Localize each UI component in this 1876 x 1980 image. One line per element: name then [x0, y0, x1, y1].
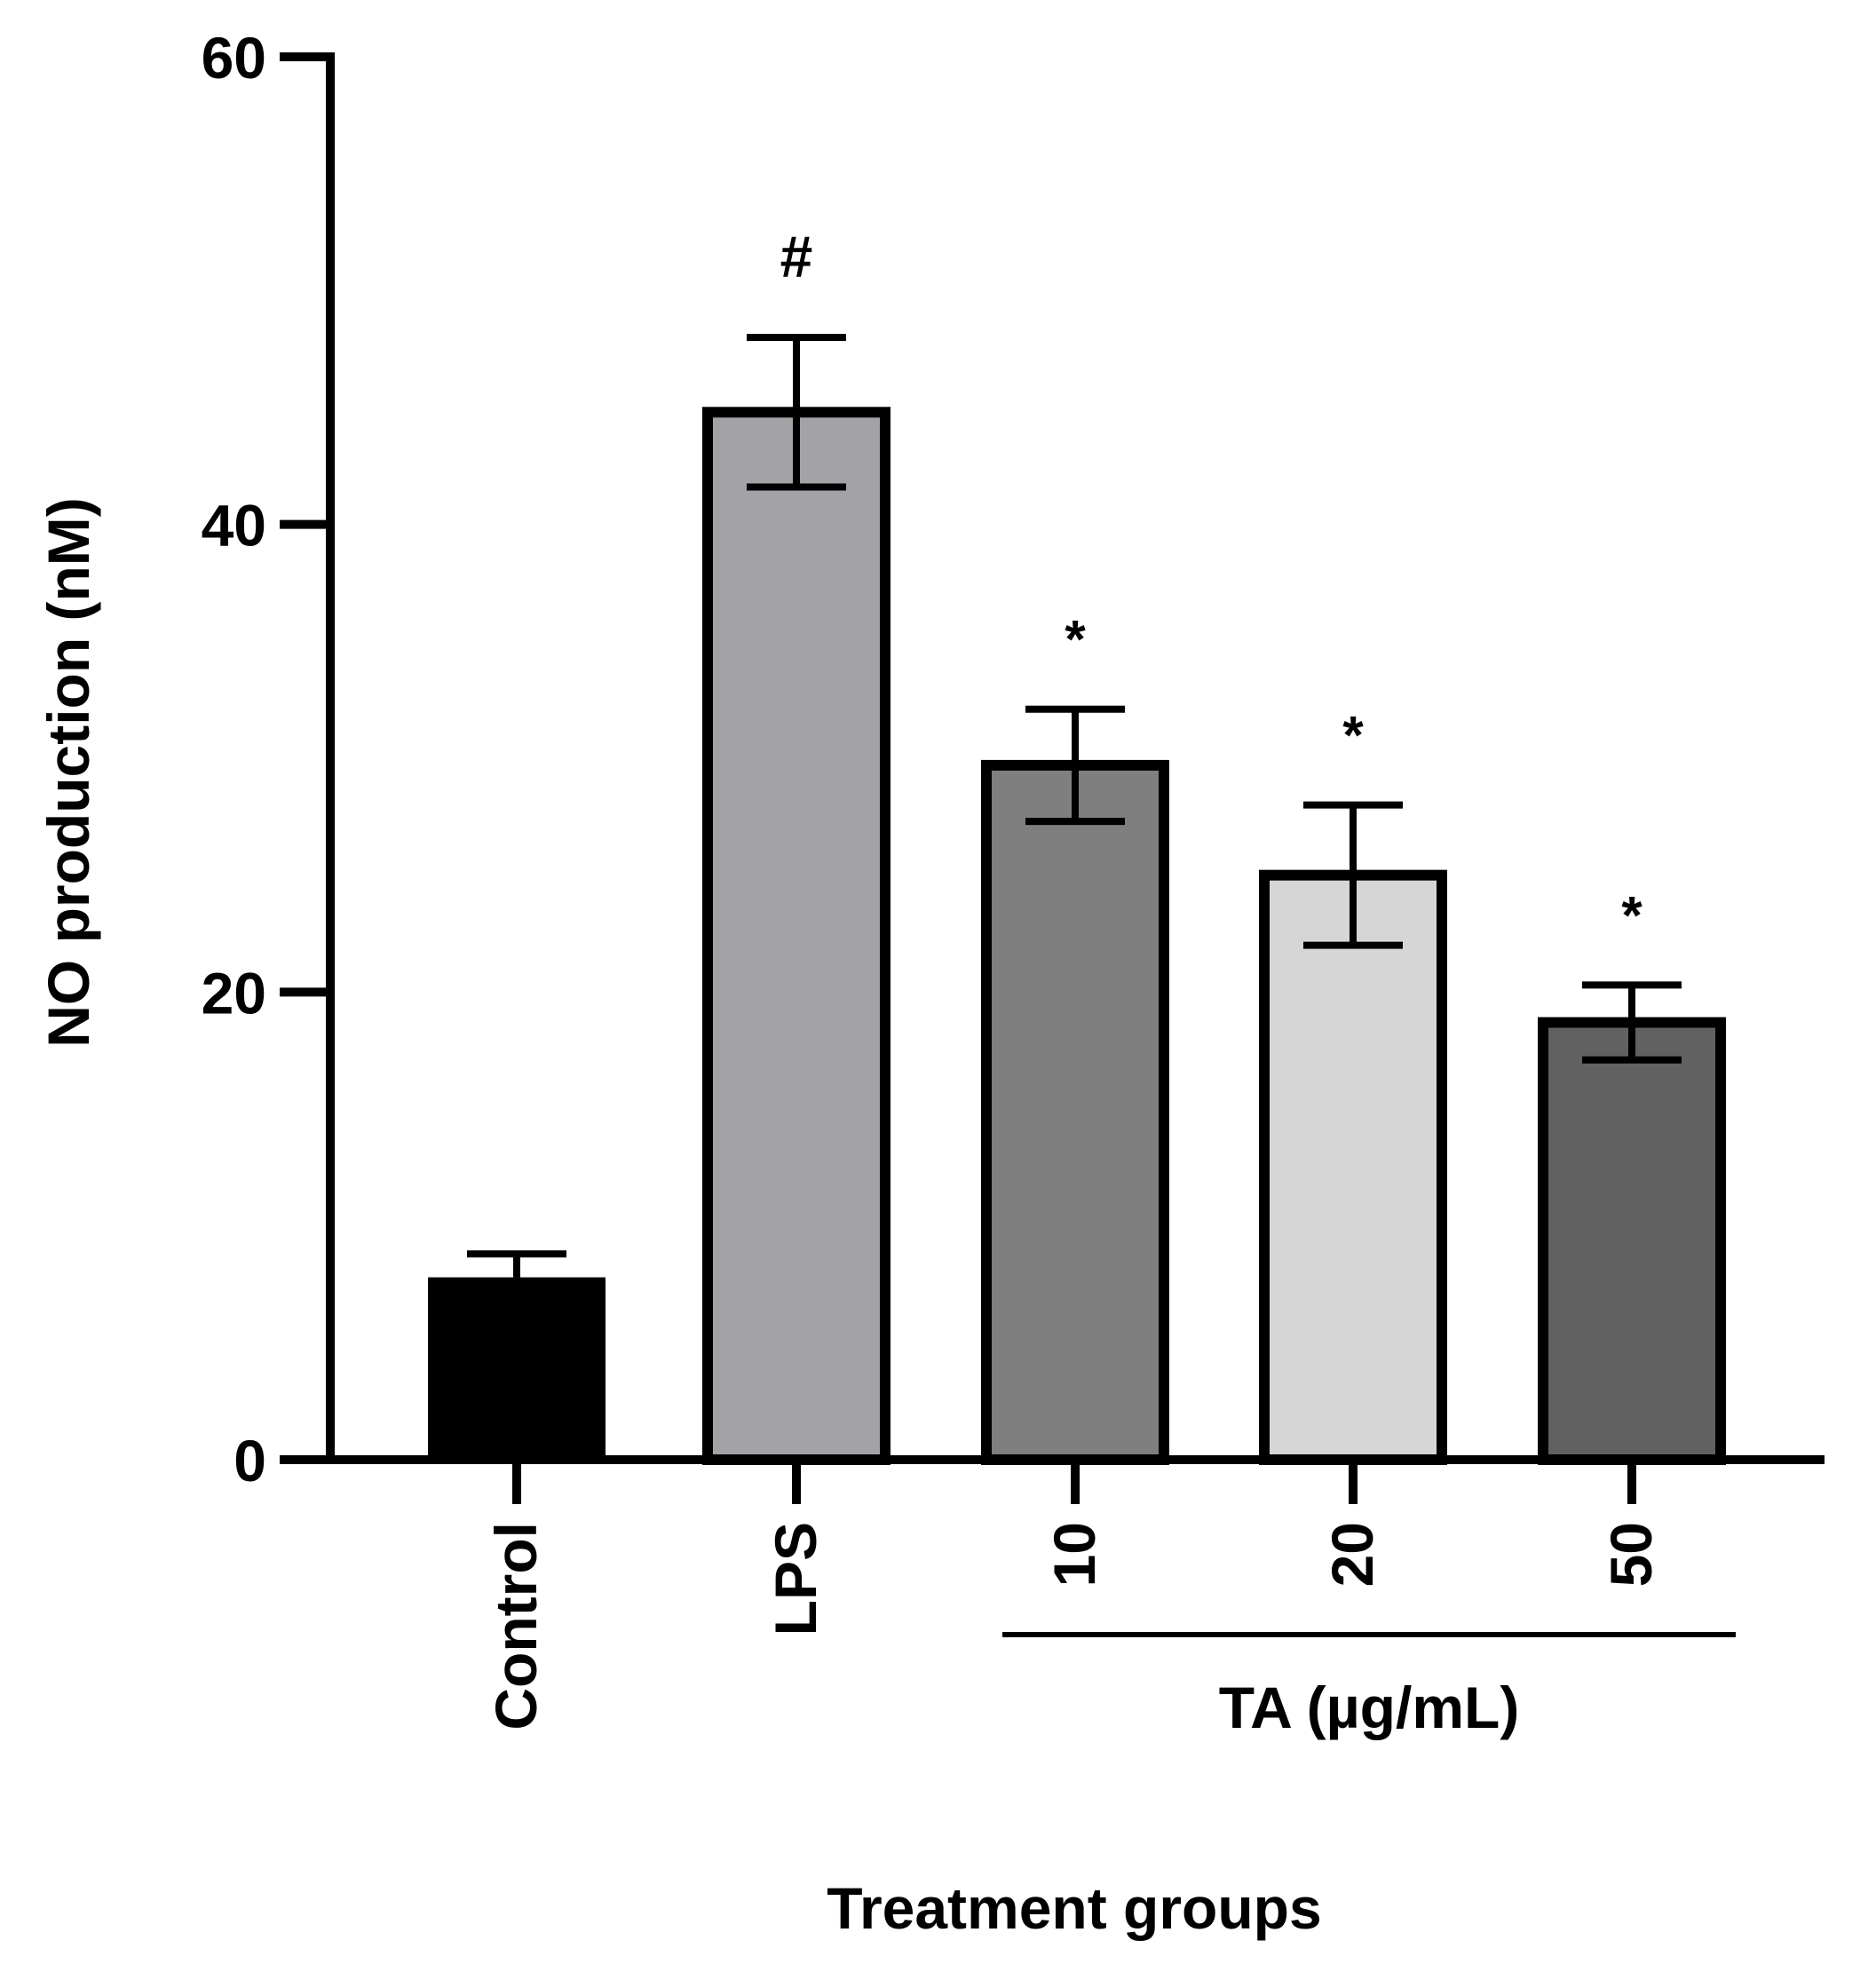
y-ticks: 0 20 40 60 — [202, 25, 330, 1493]
bar-control — [428, 1277, 606, 1460]
bar-20 — [1259, 869, 1447, 1465]
bar-lps — [702, 407, 891, 1465]
x-tick-label: LPS — [763, 1522, 828, 1635]
y-tick-label: 60 — [202, 25, 266, 91]
bar-50 — [1538, 1017, 1726, 1465]
x-tick-label: 10 — [1041, 1522, 1107, 1587]
bars — [428, 407, 1726, 1465]
axes — [280, 52, 1825, 1464]
annotation-hash: # — [780, 224, 813, 289]
annotation-asterisk: * — [1342, 706, 1364, 765]
error-bar — [467, 1250, 566, 1278]
group-label: TA (µg/mL) — [1219, 1675, 1520, 1740]
y-tick-label: 40 — [202, 493, 266, 558]
x-axis-title: Treatment groups — [827, 1875, 1321, 1941]
group-bracket: TA (µg/mL) — [1002, 1632, 1736, 1740]
y-axis-title: NO production (nM) — [36, 497, 101, 1048]
error-bars — [467, 334, 1682, 1278]
x-tick-label: 50 — [1598, 1522, 1664, 1587]
error-bar — [747, 334, 846, 491]
x-tick-label: Control — [483, 1522, 549, 1731]
y-tick-label: 0 — [234, 1428, 266, 1493]
y-tick-label: 20 — [202, 960, 266, 1026]
x-ticks: Control LPS 10 20 50 — [483, 1460, 1664, 1731]
bar-10 — [981, 759, 1169, 1465]
significance-annotations: # * * * — [780, 224, 1643, 945]
error-bar — [1582, 981, 1682, 1064]
annotation-asterisk: * — [1065, 610, 1086, 669]
error-bar — [1025, 705, 1125, 826]
error-bar — [1303, 801, 1403, 949]
annotation-asterisk: * — [1621, 885, 1642, 945]
x-tick-label: 20 — [1319, 1522, 1385, 1587]
